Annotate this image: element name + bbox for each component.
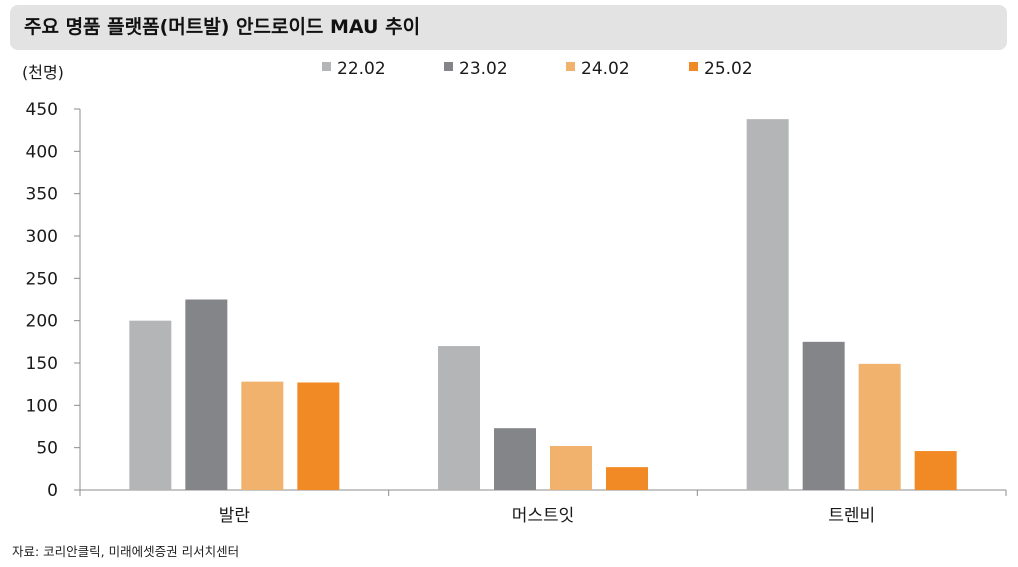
y-tick-label-100: 100 — [26, 396, 58, 416]
bar-머스트잇-24.02 — [550, 445, 592, 490]
y-tick-label-200: 200 — [26, 312, 58, 332]
bar-발란-22.02 — [129, 320, 172, 490]
y-tick-label-150: 150 — [26, 354, 58, 374]
x-category-label-트렌비: 트렌비 — [828, 506, 875, 526]
bar-머스트잇-23.02 — [494, 428, 536, 490]
y-tick-label-0: 0 — [47, 481, 58, 501]
y-tick-label-400: 400 — [26, 142, 58, 162]
legend-label-23.02: 23.02 — [459, 59, 508, 79]
y-tick-label-300: 300 — [26, 227, 58, 247]
legend-swatch-25.02 — [689, 62, 698, 71]
legend-swatch-24.02 — [566, 62, 575, 71]
bar-트렌비-25.02 — [914, 451, 957, 490]
bar-트렌비-24.02 — [858, 363, 901, 490]
y-tick-label-50: 50 — [36, 439, 58, 459]
x-category-label-머스트잇: 머스트잇 — [512, 506, 575, 526]
legend-swatch-22.02 — [322, 62, 331, 71]
legend-label-25.02: 25.02 — [704, 59, 753, 79]
bar-발란-24.02 — [241, 381, 284, 490]
y-tick-label-350: 350 — [26, 185, 58, 205]
legend-swatch-23.02 — [444, 62, 453, 71]
x-category-label-발란: 발란 — [219, 506, 251, 526]
bar-발란-25.02 — [297, 382, 340, 490]
bar-트렌비-22.02 — [746, 119, 789, 490]
y-tick-label-450: 450 — [26, 100, 58, 120]
y-unit-label: (천명) — [22, 63, 64, 82]
y-tick-label-250: 250 — [26, 269, 58, 289]
bar-발란-23.02 — [185, 299, 228, 490]
legend-label-22.02: 22.02 — [337, 59, 386, 79]
title-bar: 주요 명품 플랫폼(머트발) 안드로이드 MAU 추이 — [10, 5, 1007, 50]
bar-머스트잇-25.02 — [606, 467, 648, 490]
bar-트렌비-23.02 — [802, 341, 845, 490]
legend-label-24.02: 24.02 — [581, 59, 630, 79]
bar-머스트잇-22.02 — [438, 346, 480, 490]
chart-title: 주요 명품 플랫폼(머트발) 안드로이드 MAU 추이 — [24, 16, 421, 38]
source-note: 자료: 코리안클릭, 미래에셋증권 리서치센터 — [12, 544, 240, 559]
